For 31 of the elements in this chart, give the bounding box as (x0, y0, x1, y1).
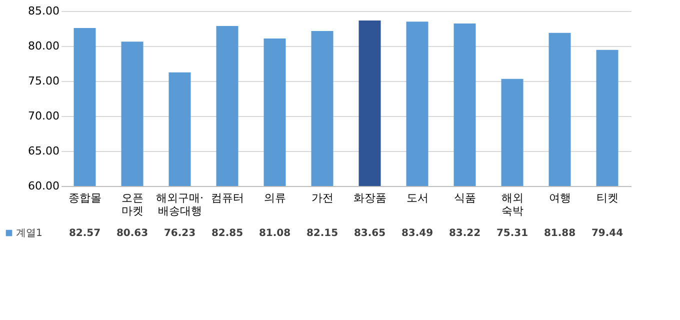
data-label: 81.88 (544, 228, 576, 239)
y-tick-label: 80.00 (28, 40, 60, 52)
y-tick-label: 65.00 (28, 144, 60, 158)
legend-label: 계열1 (16, 228, 42, 239)
y-tick-label: 60.00 (28, 180, 60, 192)
x-tick-label: 화장품 (353, 192, 386, 204)
data-label: 82.85 (211, 228, 244, 239)
data-label: 76.23 (164, 228, 196, 239)
data-label: 82.15 (306, 228, 338, 239)
x-tick-label: 가전 (311, 192, 334, 204)
x-tick-label: 종합몰 (68, 192, 102, 204)
y-tick-label: 70.00 (28, 110, 60, 122)
x-tick-label: 티켓 (596, 192, 618, 204)
x-tick-label: 해외숙박 (501, 192, 524, 218)
data-label: 83.22 (448, 228, 481, 239)
data-label: 83.65 (354, 228, 386, 239)
data-label: 79.44 (591, 228, 624, 239)
x-tick-label: 해외구매·배송대행 (156, 192, 204, 218)
data-label: 82.57 (68, 228, 101, 239)
x-tick-label: 도서 (406, 192, 428, 204)
x-tick-label: 컴퓨터 (210, 192, 244, 204)
x-tick-label: 여행 (548, 192, 571, 204)
x-tick-label: 오픈마켓 (121, 192, 144, 218)
y-tick-label: 85.00 (28, 4, 60, 18)
data-label: 83.49 (401, 228, 434, 239)
data-label: 75.31 (496, 228, 528, 239)
x-tick-label: 의류 (264, 192, 286, 204)
y-tick-label: 75.00 (28, 74, 60, 88)
data-label: 80.63 (116, 228, 148, 239)
data-label: 81.08 (258, 228, 291, 239)
x-tick-label: 식품 (454, 192, 476, 204)
